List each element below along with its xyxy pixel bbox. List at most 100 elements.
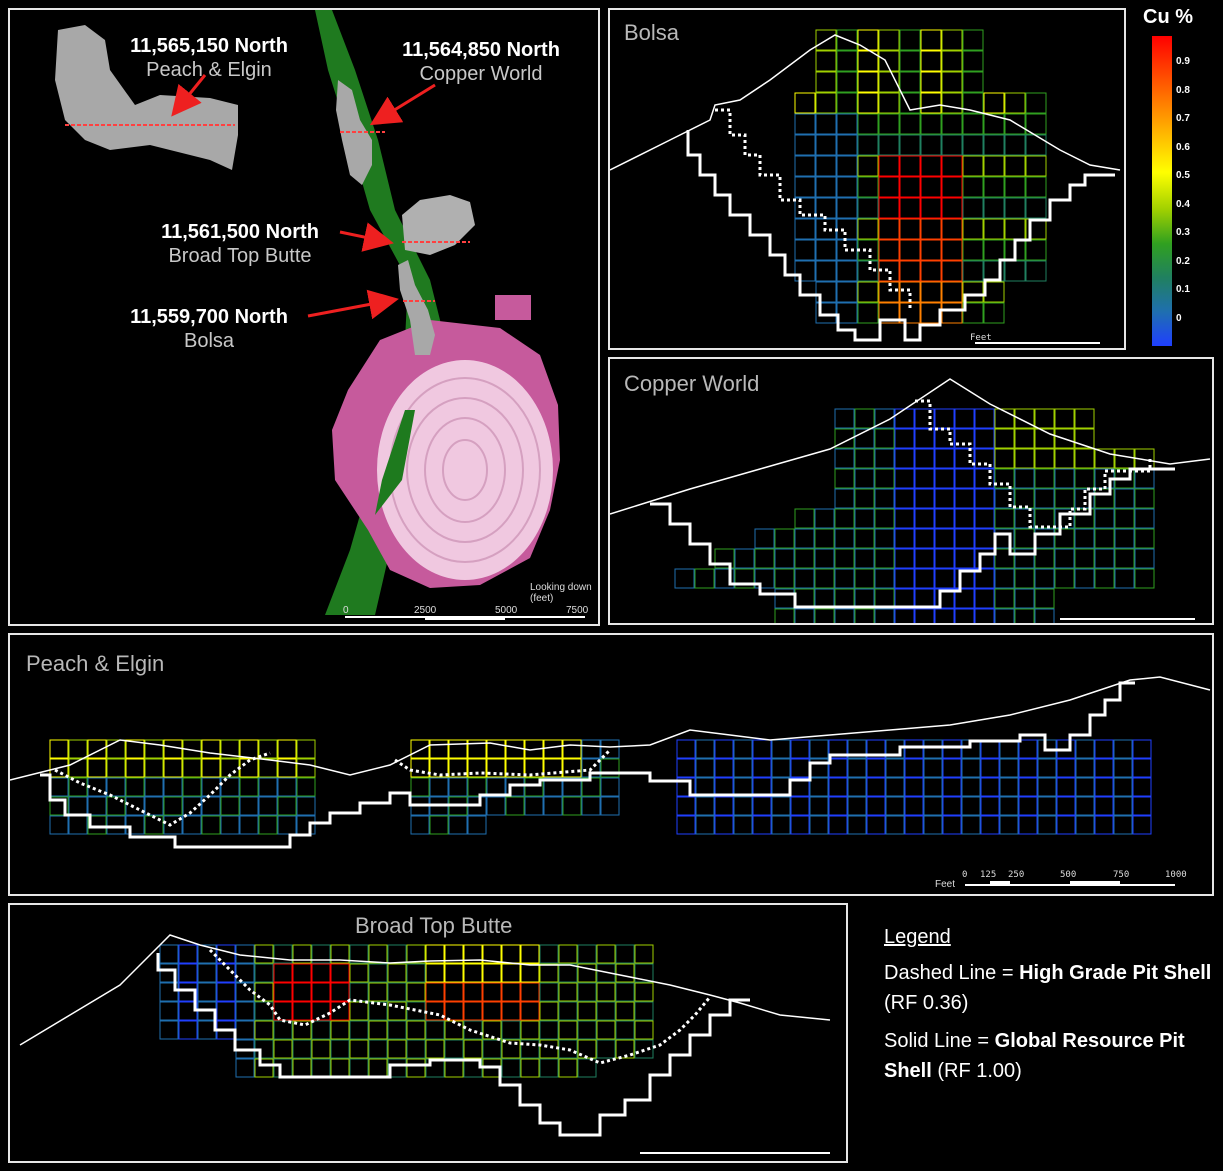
block-cell: [520, 1039, 540, 1059]
block-cell: [1018, 777, 1038, 797]
block-cell: [581, 739, 601, 759]
block-cell: [899, 71, 921, 93]
block-cell: [220, 815, 240, 835]
block-cell: [482, 944, 502, 964]
block-cell: [771, 796, 791, 816]
block-cell: [1132, 739, 1152, 759]
block-cell: [934, 608, 955, 623]
block-cell: [1054, 568, 1075, 589]
block-cell: [994, 508, 1015, 529]
block-cell: [854, 608, 875, 623]
block-cell: [920, 92, 942, 114]
block-cell: [1034, 568, 1055, 589]
block-cell: [1094, 758, 1114, 778]
block-cell: [596, 1020, 616, 1040]
block-cell: [1037, 758, 1057, 778]
block-cell: [1074, 528, 1095, 549]
block-cell: [163, 739, 183, 759]
block-cell: [774, 608, 795, 623]
block-cell: [596, 982, 616, 1002]
block-cell: [923, 758, 943, 778]
block-cell: [482, 1039, 502, 1059]
arrow-copper: [369, 83, 436, 126]
block-cell: [311, 944, 331, 964]
legend-dashed: Dashed Line = High Grade Pit Shell (RF 0…: [884, 962, 1212, 1014]
block-cell: [239, 796, 259, 816]
block-cell: [125, 796, 145, 816]
block-cell: [923, 796, 943, 816]
block-cell: [1056, 777, 1076, 797]
block-cell: [254, 1001, 274, 1021]
block-cell: [634, 963, 654, 983]
block-cell: [847, 758, 867, 778]
block-cell: [273, 944, 293, 964]
block-cell: [615, 1020, 635, 1040]
block-cell: [49, 758, 69, 778]
block-cell: [941, 239, 963, 261]
block-cell: [894, 568, 915, 589]
block-cell: [874, 428, 895, 449]
block-cell: [1025, 155, 1047, 177]
block-cell: [1113, 796, 1133, 816]
block-cell: [330, 1058, 350, 1078]
block-cell: [144, 796, 164, 816]
block-cell: [1134, 528, 1155, 549]
label-broadtop-name: Broad Top Butte: [168, 245, 311, 267]
block-cell: [1014, 548, 1035, 569]
block-cell: [904, 796, 924, 816]
block-cell: [974, 588, 995, 609]
arrow-peach: [171, 74, 207, 117]
block-cell: [1134, 488, 1155, 509]
block-cell: [874, 568, 895, 589]
block-cell: [1004, 92, 1026, 114]
block-cell: [676, 815, 696, 835]
block-cell: [1075, 815, 1095, 835]
block-cell: [923, 815, 943, 835]
block-cell: [581, 796, 601, 816]
block-cell: [834, 488, 855, 509]
block-cell: [1025, 113, 1047, 135]
block-cell: [600, 796, 620, 816]
svg-text:1000: 1000: [1165, 870, 1187, 880]
block-cell: [794, 608, 815, 623]
block-cell: [505, 777, 525, 797]
block-cell: [501, 1039, 521, 1059]
block-cell: [463, 944, 483, 964]
block-cell: [878, 29, 900, 51]
block-cell: [125, 739, 145, 759]
block-cell: [894, 608, 915, 623]
block-cell: [1054, 468, 1075, 489]
block-cell: [182, 758, 202, 778]
block-cell: [292, 1001, 312, 1021]
block-cell: [577, 944, 597, 964]
block-cell: [311, 1001, 331, 1021]
block-cell: [815, 302, 837, 324]
block-cell: [794, 92, 816, 114]
block-cell: [878, 218, 900, 240]
block-cell: [216, 982, 236, 1002]
block-cell: [1018, 796, 1038, 816]
block-cell: [1113, 739, 1133, 759]
block-cell: [994, 588, 1015, 609]
block-cell: [425, 982, 445, 1002]
block-cell: [505, 758, 525, 778]
block-cell: [836, 50, 858, 72]
block-cell: [524, 796, 544, 816]
block-cell: [934, 468, 955, 489]
block-cell: [501, 982, 521, 1002]
block-cell: [954, 428, 975, 449]
block-cell: [1034, 408, 1055, 429]
block-cell: [836, 134, 858, 156]
block-cell: [999, 815, 1019, 835]
block-cell: [752, 796, 772, 816]
label-bolsa-name: Bolsa: [184, 330, 235, 352]
block-cell: [201, 777, 221, 797]
block-cell: [899, 197, 921, 219]
block-cell: [49, 739, 69, 759]
block-cell: [814, 568, 835, 589]
block-cell: [1094, 739, 1114, 759]
block-cell: [954, 448, 975, 469]
block-cell: [368, 982, 388, 1002]
block-cell: [486, 777, 506, 797]
block-cell: [857, 134, 879, 156]
